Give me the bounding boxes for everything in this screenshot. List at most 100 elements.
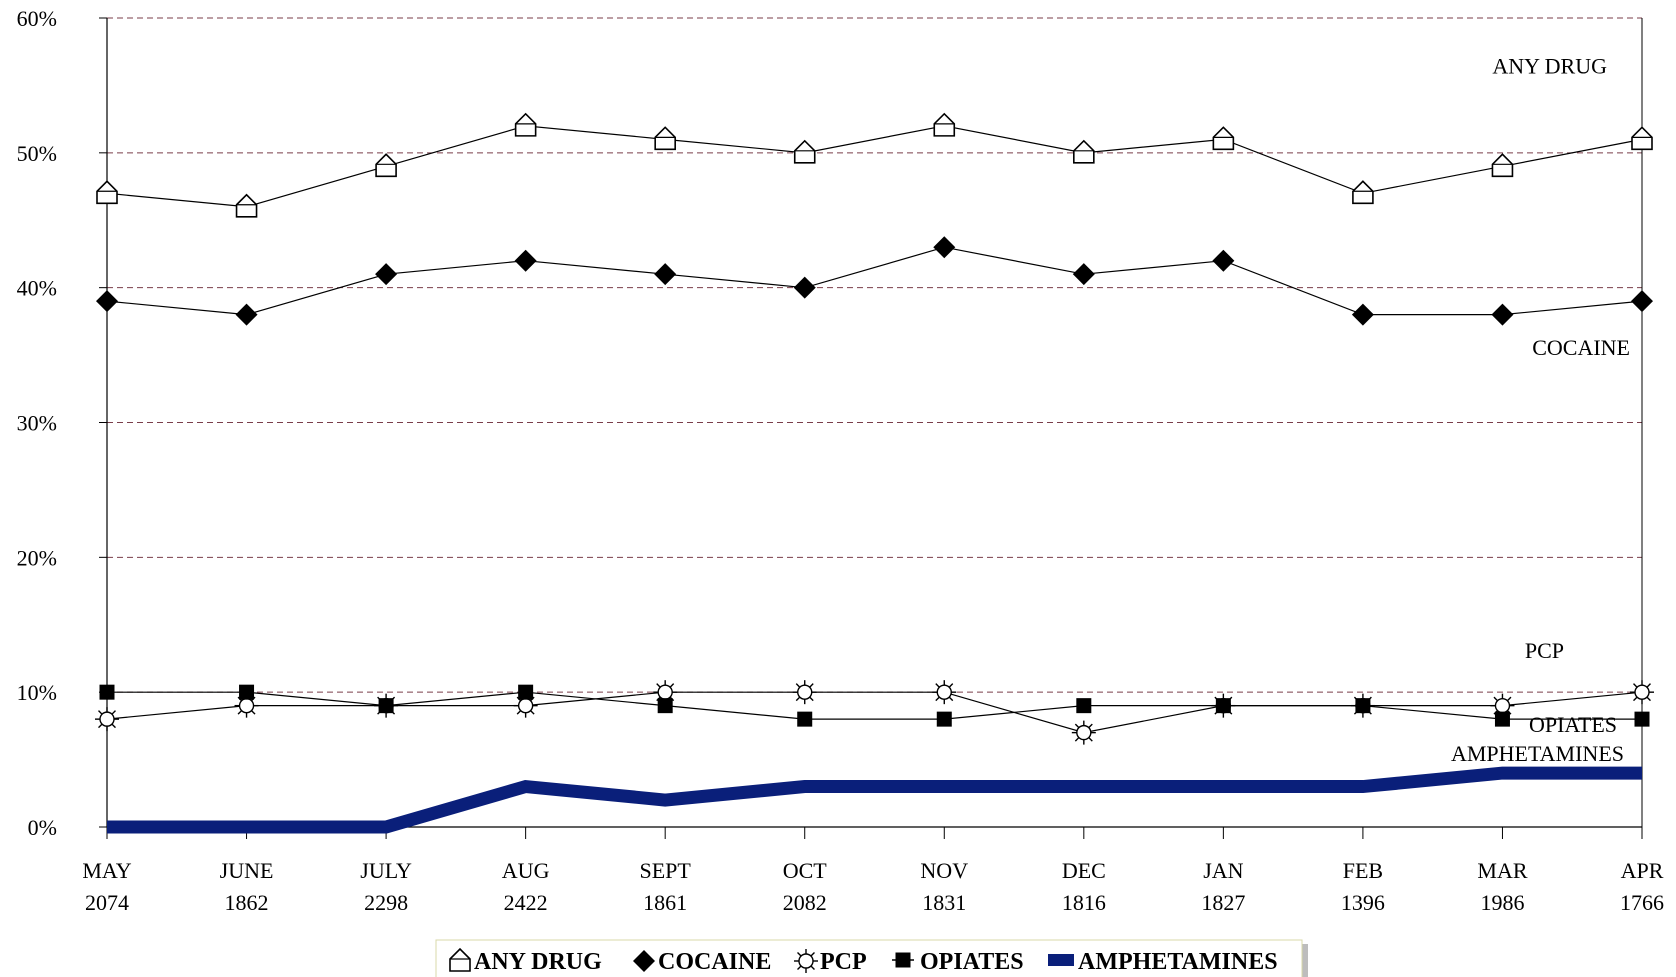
x-tick-label: JAN [1203,858,1243,883]
x-tick-label: JUNE [220,858,274,883]
x-tick-label: OCT [783,858,828,883]
x-tick-count: 2082 [783,890,827,915]
x-tick-label: MAR [1477,858,1527,883]
series-pcp [95,680,1654,745]
series-label-layer: ANY DRUG COCAINE PCP OPIATES AMPHETAMINES [1451,53,1630,766]
point-opiates [1634,711,1650,727]
point-opiates [99,684,115,700]
y-tick-label: 20% [17,545,57,570]
series-line-amph [107,766,1642,834]
legend-label-cocaine: COCAINE [658,949,771,975]
series-line-pcp [106,691,1643,734]
point-opiates [657,698,673,714]
point-pcp [1071,720,1096,745]
point-cocaine [654,263,677,286]
series-line-cocaine [106,246,1643,316]
x-tick-label: APR [1621,858,1664,883]
legend-box [435,939,1303,977]
x-tick-count: 1831 [922,890,966,915]
legend: ANY DRUG COCAINE PCP OPIATES AMPHETAMINES [435,939,1308,977]
point-any [514,112,537,137]
point-cocaine [96,290,118,313]
x-tick-count: 1986 [1480,890,1524,915]
point-opiates [378,698,394,714]
series-label-amph: AMPHETAMINES [1451,741,1624,766]
point-cocaine [235,303,258,326]
y-tick-label: 10% [17,680,57,705]
series-line-any [106,125,1643,208]
x-tick-label: SEPT [640,858,692,883]
x-tick-count: 1861 [643,890,687,915]
x-tick-label: FEB [1343,858,1383,883]
point-opiates [1355,698,1371,714]
y-tick-label: 40% [17,276,57,301]
point-any [235,193,258,218]
legend-swatch-amph [1048,954,1074,966]
point-any [1212,126,1235,151]
point-any [793,139,816,164]
legend-marker-pcp [794,949,818,973]
legend-label-any: ANY DRUG [474,949,602,975]
point-pcp [95,707,119,732]
x-tick-label: DEC [1062,858,1106,883]
y-tick-label: 30% [17,411,57,436]
x-tick-count: 1766 [1620,890,1664,915]
point-opiates [1494,711,1510,727]
grid-layer [107,17,1642,693]
point-pcp [792,680,817,705]
legend-marker-opiates [895,952,911,968]
x-tick-count: 2422 [504,890,548,915]
point-any [96,180,118,205]
point-any [933,112,956,137]
point-opiates [936,711,952,727]
series-label-opiates: OPIATES [1529,712,1617,737]
point-cocaine [1631,290,1653,313]
legend-item-any: ANY DRUG [449,947,602,975]
x-tick-count: 1396 [1341,890,1385,915]
point-any [375,153,397,178]
point-cocaine [514,249,537,272]
legend-label-pcp: PCP [820,949,867,975]
legend-marker-any [449,947,471,972]
point-pcp [932,680,957,705]
x-tick-count: 1827 [1201,890,1245,915]
axis-layer: 0% 10% 20% 30% 40% 50% 60% MAY 2074 JUNE 1862 JULY 2… [17,6,1664,915]
point-any [1352,180,1374,205]
point-any [1491,153,1514,178]
legend-item-opiates: OPIATES [892,949,1024,975]
point-any [654,126,676,151]
series-amph [107,766,1642,834]
series-label-pcp: PCP [1525,638,1564,663]
x-tick-label: AUG [502,858,550,883]
legend-marker-cocaine [633,950,655,972]
point-cocaine [1351,303,1374,326]
x-tick-label: JULY [360,858,412,883]
point-cocaine [375,263,398,286]
legend-item-cocaine: COCAINE [633,949,771,975]
x-tick-count: 1816 [1062,890,1106,915]
series-line-opiates [107,691,1642,720]
point-cocaine [793,276,816,299]
point-cocaine [1491,303,1514,326]
legend-item-amph: AMPHETAMINES [1048,949,1278,975]
point-pcp [1630,680,1654,705]
series-layer [95,112,1654,834]
legend-label-opiates: OPIATES [920,949,1024,975]
point-opiates [1076,698,1092,714]
y-tick-label: 50% [17,141,57,166]
series-any [96,112,1653,218]
point-opiates [518,684,534,700]
series-label-cocaine: COCAINE [1532,335,1630,360]
series-opiates [99,684,1650,727]
x-tick-count: 1862 [225,890,269,915]
point-opiates [239,684,255,700]
point-any [1631,126,1653,151]
point-cocaine [1072,263,1095,286]
point-any [1073,139,1095,164]
x-tick-label: MAY [82,858,131,883]
legend-label-amph: AMPHETAMINES [1078,949,1278,975]
y-tick-label: 0% [28,815,57,840]
x-tick-count: 2298 [364,890,408,915]
